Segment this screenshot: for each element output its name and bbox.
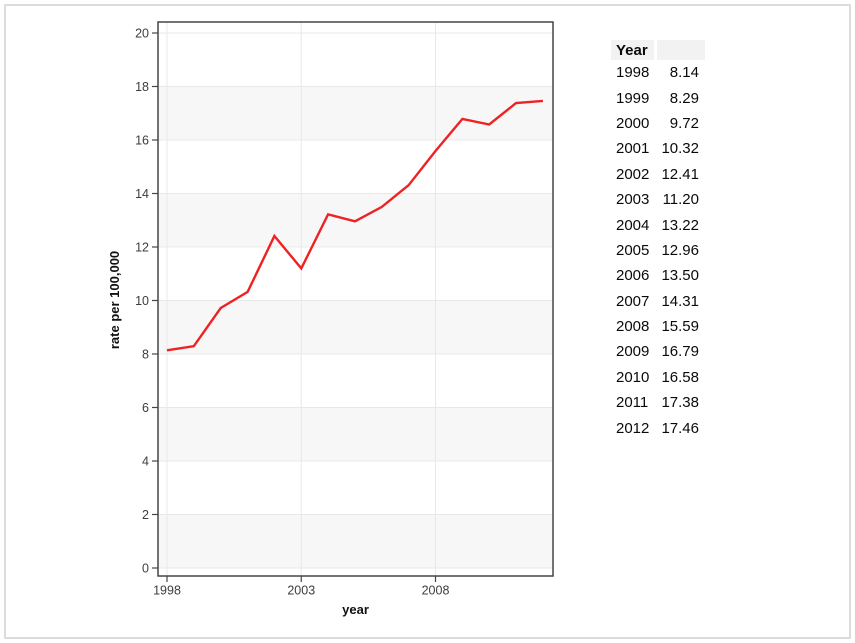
rate-line: [166, 99, 543, 352]
table-cell-value: 9.72: [669, 114, 699, 132]
data-table: Year 1998 8.14 1999 8.29 2000 9.72 2001 10.32 20…: [611, 40, 705, 441]
x-tick-label: 2003: [287, 584, 315, 598]
y-tick-label: 20: [135, 26, 149, 40]
table-cell-year: 2001: [616, 140, 650, 158]
table-cell-year: 1998: [616, 64, 650, 82]
table-cell-value: 11.20: [662, 191, 699, 209]
table-cell-value: 12.41: [661, 165, 699, 183]
table-header-value: [657, 40, 705, 60]
table-cell-year: 2006: [616, 267, 650, 285]
panel-border: [157, 21, 554, 577]
y-tick-label: 8: [142, 347, 149, 361]
table-cell-year: 2008: [616, 318, 650, 336]
table-cell-year: 1999: [616, 89, 650, 107]
table-cell-year: 2011: [616, 394, 649, 412]
table-cell-value: 17.46: [661, 419, 699, 437]
y-tick-label: 0: [142, 561, 149, 575]
table-cell-value: 8.14: [669, 64, 699, 82]
table-cell-year: 2009: [616, 343, 650, 361]
y-tick-label: 4: [142, 454, 149, 468]
x-axis-title: year: [342, 602, 369, 617]
y-tick-label: 14: [135, 187, 149, 201]
x-tick-label: 1998: [153, 584, 181, 598]
table-cell-value: 12.96: [661, 241, 699, 259]
y-axis-title: rate per 100,000: [107, 251, 122, 349]
shaded-band: [158, 86, 553, 140]
line-chart: 0 2 4 6 8 10 12 14 16 18 20 1998 2003 2008 rate per 10…: [107, 21, 554, 617]
table-cell-value: 13.50: [661, 267, 699, 285]
table-cell-year: 2004: [616, 216, 650, 234]
table-cell-year: 2010: [616, 368, 650, 386]
table-cell-value: 15.59: [661, 318, 699, 336]
table-cell-value: 16.79: [661, 343, 699, 361]
table-cell-year: 2012: [616, 419, 650, 437]
y-tick-label: 18: [135, 80, 149, 94]
y-tick-label: 12: [135, 240, 149, 254]
table-cell-year: 2007: [616, 292, 650, 310]
table-cell-value: 17.38: [661, 394, 699, 412]
table-cell-year: 2005: [616, 241, 650, 259]
table-cell-value: 14.31: [661, 292, 699, 310]
x-tick-label: 2008: [422, 584, 450, 598]
shaded-band: [158, 407, 553, 461]
y-tick-label: 10: [135, 294, 149, 308]
y-tick-label: 6: [142, 401, 149, 415]
table-cell-value: 16.58: [661, 368, 699, 386]
y-tick-label: 16: [135, 133, 149, 147]
shaded-band: [158, 300, 553, 354]
table-cell-year: 2003: [616, 191, 650, 209]
shaded-band: [158, 514, 553, 568]
table-cell-year: 2000: [616, 114, 650, 132]
table-cell-value: 8.29: [669, 89, 699, 107]
table-header-year: Year: [611, 40, 654, 60]
table-cell-year: 2002: [616, 165, 650, 183]
y-tick-label: 2: [142, 508, 149, 522]
table-cell-value: 13.22: [661, 216, 699, 234]
table-cell-value: 10.32: [661, 140, 699, 158]
